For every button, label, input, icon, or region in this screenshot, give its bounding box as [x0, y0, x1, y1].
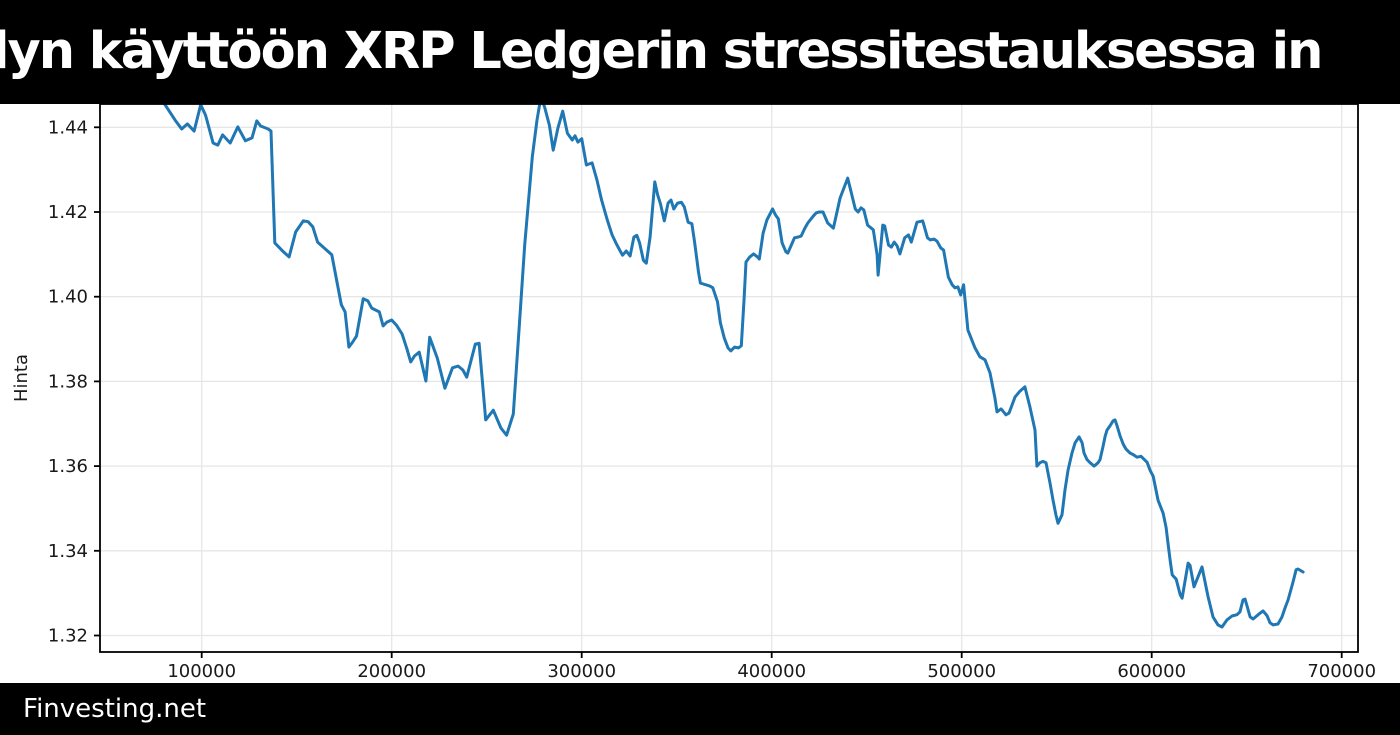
x-tick-label: 500000 [927, 661, 996, 682]
y-tick-label: 1.42 [48, 202, 88, 223]
y-tick-label: 1.44 [48, 117, 88, 138]
plot-border [99, 103, 1359, 653]
x-tick-label: 400000 [737, 661, 806, 682]
y-tick-label: 1.36 [48, 456, 88, 477]
page-title: lyn käyttöön XRP Ledgerin stressitestauk… [0, 22, 1323, 81]
y-axis-label: Hinta [11, 354, 32, 402]
x-tick-label: 600000 [1117, 661, 1186, 682]
footer-bar: Finvesting.net [0, 683, 1400, 735]
x-tick-label: 300000 [547, 661, 616, 682]
price-line [162, 104, 1305, 629]
y-tick-label: 1.32 [48, 626, 88, 647]
y-tick-label: 1.40 [48, 287, 88, 308]
y-tick-label: 1.38 [48, 371, 88, 392]
x-tick-label: 200000 [357, 661, 426, 682]
x-tick-label: 100000 [167, 661, 236, 682]
brand-watermark: Finvesting.net [23, 694, 207, 724]
price-line-path [162, 104, 1305, 629]
plot-background [100, 104, 1358, 652]
title-bar: lyn käyttöön XRP Ledgerin stressitestauk… [0, 0, 1400, 104]
axes: 100000 200000 300000 400000 500000 600000 7000… [48, 117, 1376, 682]
x-tick-label: 700000 [1307, 661, 1376, 682]
y-tick-label: 1.34 [48, 541, 88, 562]
